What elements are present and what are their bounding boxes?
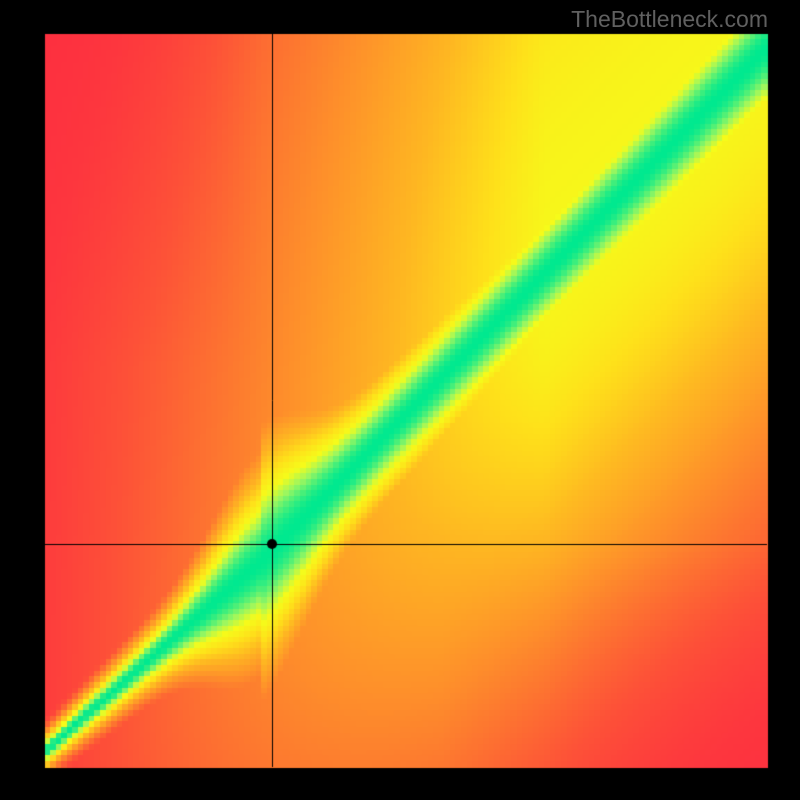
bottleneck-heatmap [0, 0, 800, 800]
watermark-text: TheBottleneck.com [571, 6, 768, 33]
